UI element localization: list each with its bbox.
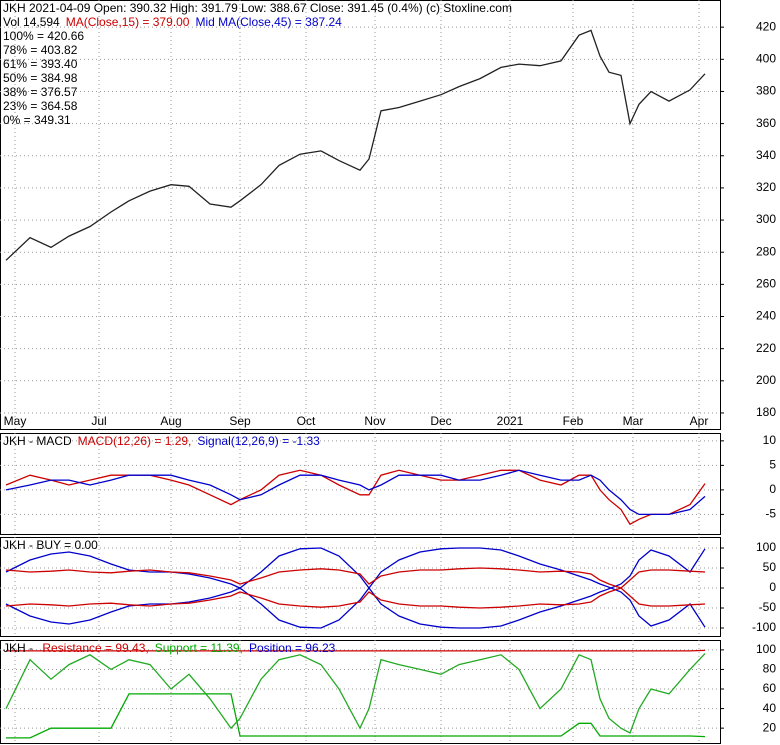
y-tick-label: 400 (756, 51, 776, 65)
x-tick-label: Mar (623, 414, 644, 428)
fib-label: 61% = 393.40 (3, 57, 78, 71)
series-line (5, 29, 706, 261)
series-line (6, 649, 706, 652)
series-line (5, 547, 706, 628)
annotation: Support = 11.39, (155, 641, 243, 655)
y-tick-label: 220 (756, 341, 776, 355)
x-tick-label: Jul (91, 414, 106, 428)
fib-label: 78% = 403.82 (3, 43, 78, 57)
y-tick-label: 200 (756, 373, 776, 387)
y-tick-label: 320 (756, 180, 776, 194)
series-line (5, 653, 706, 734)
panel-title: JKH 2021-04-09 Open: 390.32 High: 391.79… (3, 1, 512, 15)
y-tick-label: 100 (756, 540, 776, 554)
fib-label: 0% = 349.31 (3, 113, 71, 127)
x-tick-label: Aug (160, 414, 181, 428)
annotation: MACD(12,26) = 1.29, (78, 434, 192, 448)
y-tick-label: 100 (756, 642, 776, 656)
series-line (5, 587, 706, 609)
x-tick-label: Nov (364, 414, 385, 428)
x-tick-label: Sep (229, 414, 251, 428)
y-tick-label: 260 (756, 277, 776, 291)
title: JKH - MACD (3, 434, 72, 448)
fib-label: 100% = 420.66 (3, 29, 84, 43)
y-tick-label: -5 (765, 507, 776, 521)
title: JKH - (3, 641, 36, 655)
x-tick-label: May (4, 414, 27, 428)
y-tick-label: 280 (756, 244, 776, 258)
annotation: Vol 14,594 (3, 15, 60, 29)
y-tick-label: 80 (763, 662, 777, 676)
y-tick-label: 360 (756, 116, 776, 130)
y-tick-label: 10 (763, 433, 777, 447)
fib-label: 23% = 364.58 (3, 99, 78, 113)
title: JKH - BUY = 0.00 (3, 538, 98, 552)
x-tick-label: Apr (690, 414, 709, 428)
panel-frame (0, 640, 721, 744)
x-tick-label: 2021 (497, 414, 524, 428)
y-tick-label: 300 (756, 212, 776, 226)
y-tick-label: 0 (769, 580, 776, 594)
x-tick-label: Oct (297, 414, 316, 428)
y-tick-label: 240 (756, 309, 776, 323)
annotation: Mid MA(Close,45) = 387.24 (195, 15, 342, 29)
series-line (5, 469, 706, 516)
x-tick-label: Dec (430, 414, 451, 428)
y-tick-label: 420 (756, 19, 776, 33)
panel-frame (0, 0, 721, 430)
panel-frame (0, 537, 721, 637)
y-tick-label: 5 (769, 458, 776, 472)
fib-label: 38% = 376.57 (3, 85, 78, 99)
panel-frame (0, 433, 721, 535)
annotation: Position = 96.23 (249, 641, 336, 655)
title: JKH 2021-04-09 Open: 390.32 High: 391.79… (3, 1, 512, 15)
y-tick-label: 40 (763, 701, 777, 715)
y-tick-label: 50 (763, 560, 777, 574)
y-tick-label: 180 (756, 405, 776, 419)
series-line (5, 567, 706, 589)
y-tick-label: 60 (763, 681, 777, 695)
annotation: MA(Close,15) = 379.00 (66, 15, 190, 29)
series-line (5, 548, 706, 629)
y-tick-label: 340 (756, 148, 776, 162)
y-tick-label: -100 (752, 620, 776, 634)
annotation: Resistance = 99.43, (42, 641, 148, 655)
y-tick-label: -50 (759, 600, 777, 614)
y-tick-label: 20 (763, 720, 777, 734)
y-tick-label: 0 (769, 482, 776, 496)
panel-title: JKH - MACD MACD(12,26) = 1.29, Signal(12,2… (3, 434, 320, 448)
y-tick-label: 380 (756, 84, 776, 98)
series-line (6, 693, 706, 739)
panel-title: JKH - Resistance = 99.43, Support = 11.39… (3, 641, 336, 655)
x-tick-label: Feb (563, 414, 584, 428)
fib-label: 50% = 384.98 (3, 71, 78, 85)
panel-title: JKH - BUY = 0.00 (3, 538, 98, 552)
series-line (5, 469, 706, 526)
annotation: Signal(12,26,9) = -1.33 (197, 434, 320, 448)
info-line: Vol 14,594 MA(Close,15) = 379.00 Mid MA(Cl… (3, 15, 342, 29)
